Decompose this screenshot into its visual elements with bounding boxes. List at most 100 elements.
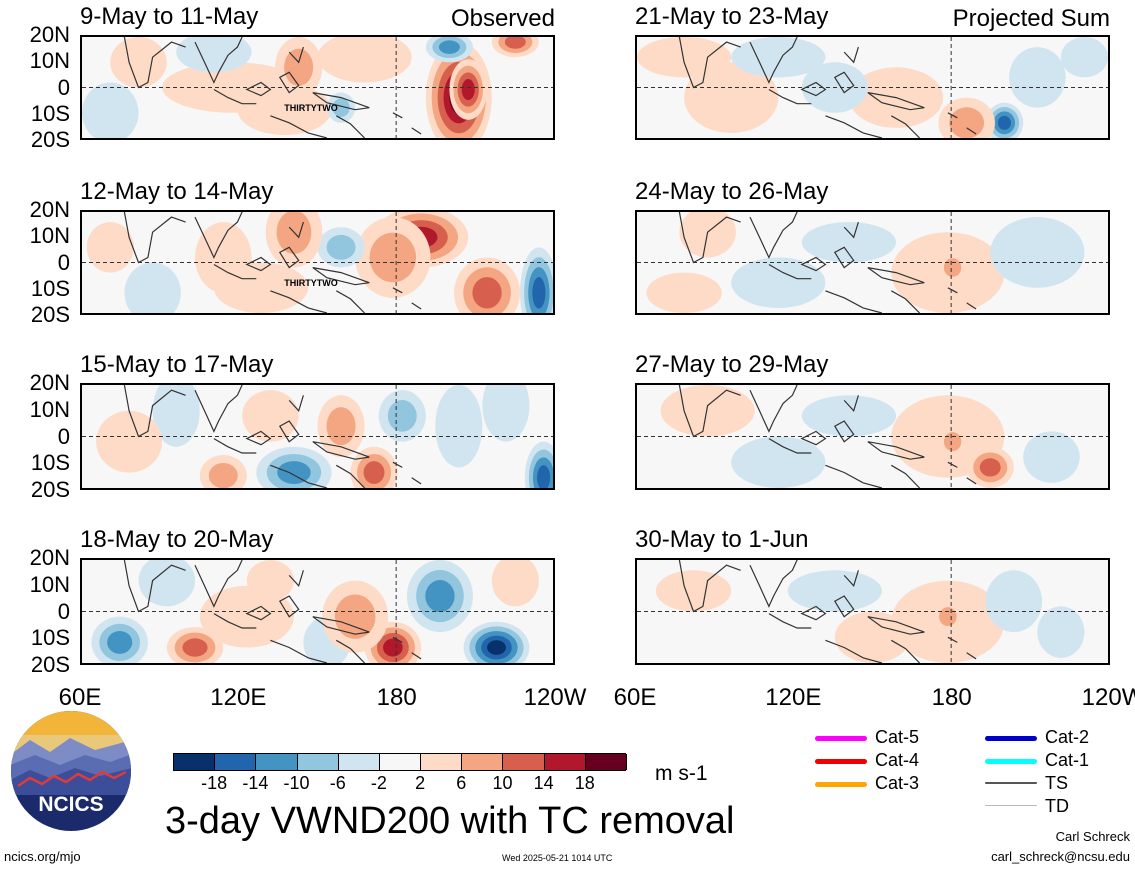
colorbar-swatch (462, 754, 504, 770)
anomaly-contour (383, 638, 403, 657)
coastline (392, 112, 422, 135)
footer-email: carl_schreck@ncsu.edu (991, 849, 1130, 864)
anomaly-contour (176, 37, 252, 73)
anomaly-contour (990, 217, 1085, 288)
coastline (312, 92, 370, 111)
anomaly-contour (731, 436, 826, 488)
panel-corner-label: Projected Sum (952, 5, 1110, 32)
anomaly-contour (997, 115, 1011, 130)
colorbar-swatch (379, 754, 422, 770)
coastline (867, 92, 925, 111)
lon-tick-label: 60E (613, 684, 657, 711)
coastline (678, 560, 741, 613)
anomaly-contour (834, 611, 911, 663)
panel-period-title: 9-May to 11-May (80, 3, 259, 30)
colorbar-unit: m s-1 (655, 762, 708, 785)
coastline (678, 37, 741, 89)
anomaly-contour (242, 390, 299, 442)
coastline (194, 212, 243, 259)
anomaly-contour (532, 276, 546, 309)
anomaly-contour (655, 570, 732, 612)
tc-legend-label: Cat-3 (875, 773, 920, 793)
lon-tick-label: 180 (376, 684, 417, 711)
tc-legend-label: Cat-2 (1045, 727, 1090, 747)
lat-tick-label: 20S (30, 477, 70, 502)
anomaly-contour (943, 258, 962, 277)
lon-tick-label: 120E (210, 684, 267, 711)
map-panel-5 (635, 35, 1110, 140)
panel-period-title: 21-May to 23-May (635, 3, 829, 30)
panel-period-title: 30-May to 1-Jun (635, 526, 809, 553)
lon-tick-label: 120W (1081, 684, 1135, 711)
colorbar-tick-label: 6 (456, 773, 467, 793)
lat-tick-label: 20N (29, 22, 70, 47)
lon-tick-label: 120E (765, 684, 822, 711)
colorbar-swatch (544, 754, 586, 770)
lat-tick-label: 10N (29, 396, 70, 422)
coastline (123, 212, 186, 264)
coastline (270, 290, 366, 313)
coastline (194, 37, 243, 84)
coastline (123, 37, 186, 89)
colorbar-swatch (421, 754, 463, 770)
coastline (194, 560, 243, 608)
colorbar-swatch (503, 754, 545, 770)
anomaly-contour (438, 40, 460, 54)
tc-legend-label: Cat-1 (1045, 750, 1090, 770)
coastline (825, 290, 921, 313)
coastline (867, 616, 925, 635)
anomaly-contour (213, 262, 309, 313)
anomaly-contour (332, 98, 350, 118)
coastline (270, 639, 366, 663)
tc-legend-swatch (815, 759, 867, 764)
coastline (312, 441, 370, 460)
colorbar-tick-label: -2 (370, 773, 387, 793)
panel-period-title: 27-May to 29-May (635, 351, 829, 378)
tc-legend-swatch (985, 736, 1037, 741)
anomaly-contour (326, 234, 356, 260)
coastline (768, 430, 827, 454)
anomaly-contour (96, 410, 163, 473)
coastline (270, 464, 366, 488)
anomaly-contour (284, 48, 314, 86)
anomaly-contour (684, 62, 779, 133)
colorbar-tick-label: -10 (283, 773, 310, 793)
lat-tick-label: 0 (57, 423, 70, 449)
coastline (213, 430, 272, 454)
colorbar-tick-label: 10 (492, 773, 513, 793)
map-panel-3 (80, 383, 555, 490)
anomaly-contour (208, 462, 238, 488)
anomaly-contour (237, 84, 332, 135)
anomaly-contour (731, 37, 826, 78)
anomaly-contour (387, 400, 417, 432)
coastline (123, 560, 186, 613)
map-panel-8 (635, 558, 1110, 665)
lat-tick-label: 20N (29, 370, 70, 395)
coastline (749, 560, 798, 608)
lat-tick-label: 20S (30, 302, 70, 327)
anomaly-contour (199, 585, 294, 648)
colorbar-swatch (338, 754, 380, 770)
footer-timestamp: Wed 2025-05-21 1014 UTC (502, 853, 613, 863)
coastline (270, 115, 366, 138)
lat-tick-label: 10S (30, 625, 70, 651)
panel-period-title: 15-May to 17-May (80, 351, 274, 378)
colorbar-tick-label: -6 (329, 773, 346, 793)
anomaly-contour (943, 432, 962, 452)
coastline (213, 81, 272, 105)
colorbar-tick-label: -18 (201, 773, 228, 793)
map-panel-7 (635, 383, 1110, 490)
anomaly-contour (124, 262, 181, 313)
anomaly-contour (537, 465, 551, 488)
coastline (678, 385, 741, 438)
tc-legend-label: Cat-5 (875, 727, 920, 747)
panel-period-title: 24-May to 26-May (635, 178, 829, 205)
anomaly-contour (731, 257, 826, 308)
tc-legend-label: TS (1045, 773, 1069, 793)
lat-tick-label: 20N (29, 545, 70, 570)
lat-tick-label: 0 (57, 74, 70, 100)
anomaly-contour (979, 458, 1001, 477)
tc-track-label: THIRTYTWO (284, 278, 338, 289)
anomaly-contour (317, 37, 412, 83)
anomaly-contour (660, 385, 755, 437)
